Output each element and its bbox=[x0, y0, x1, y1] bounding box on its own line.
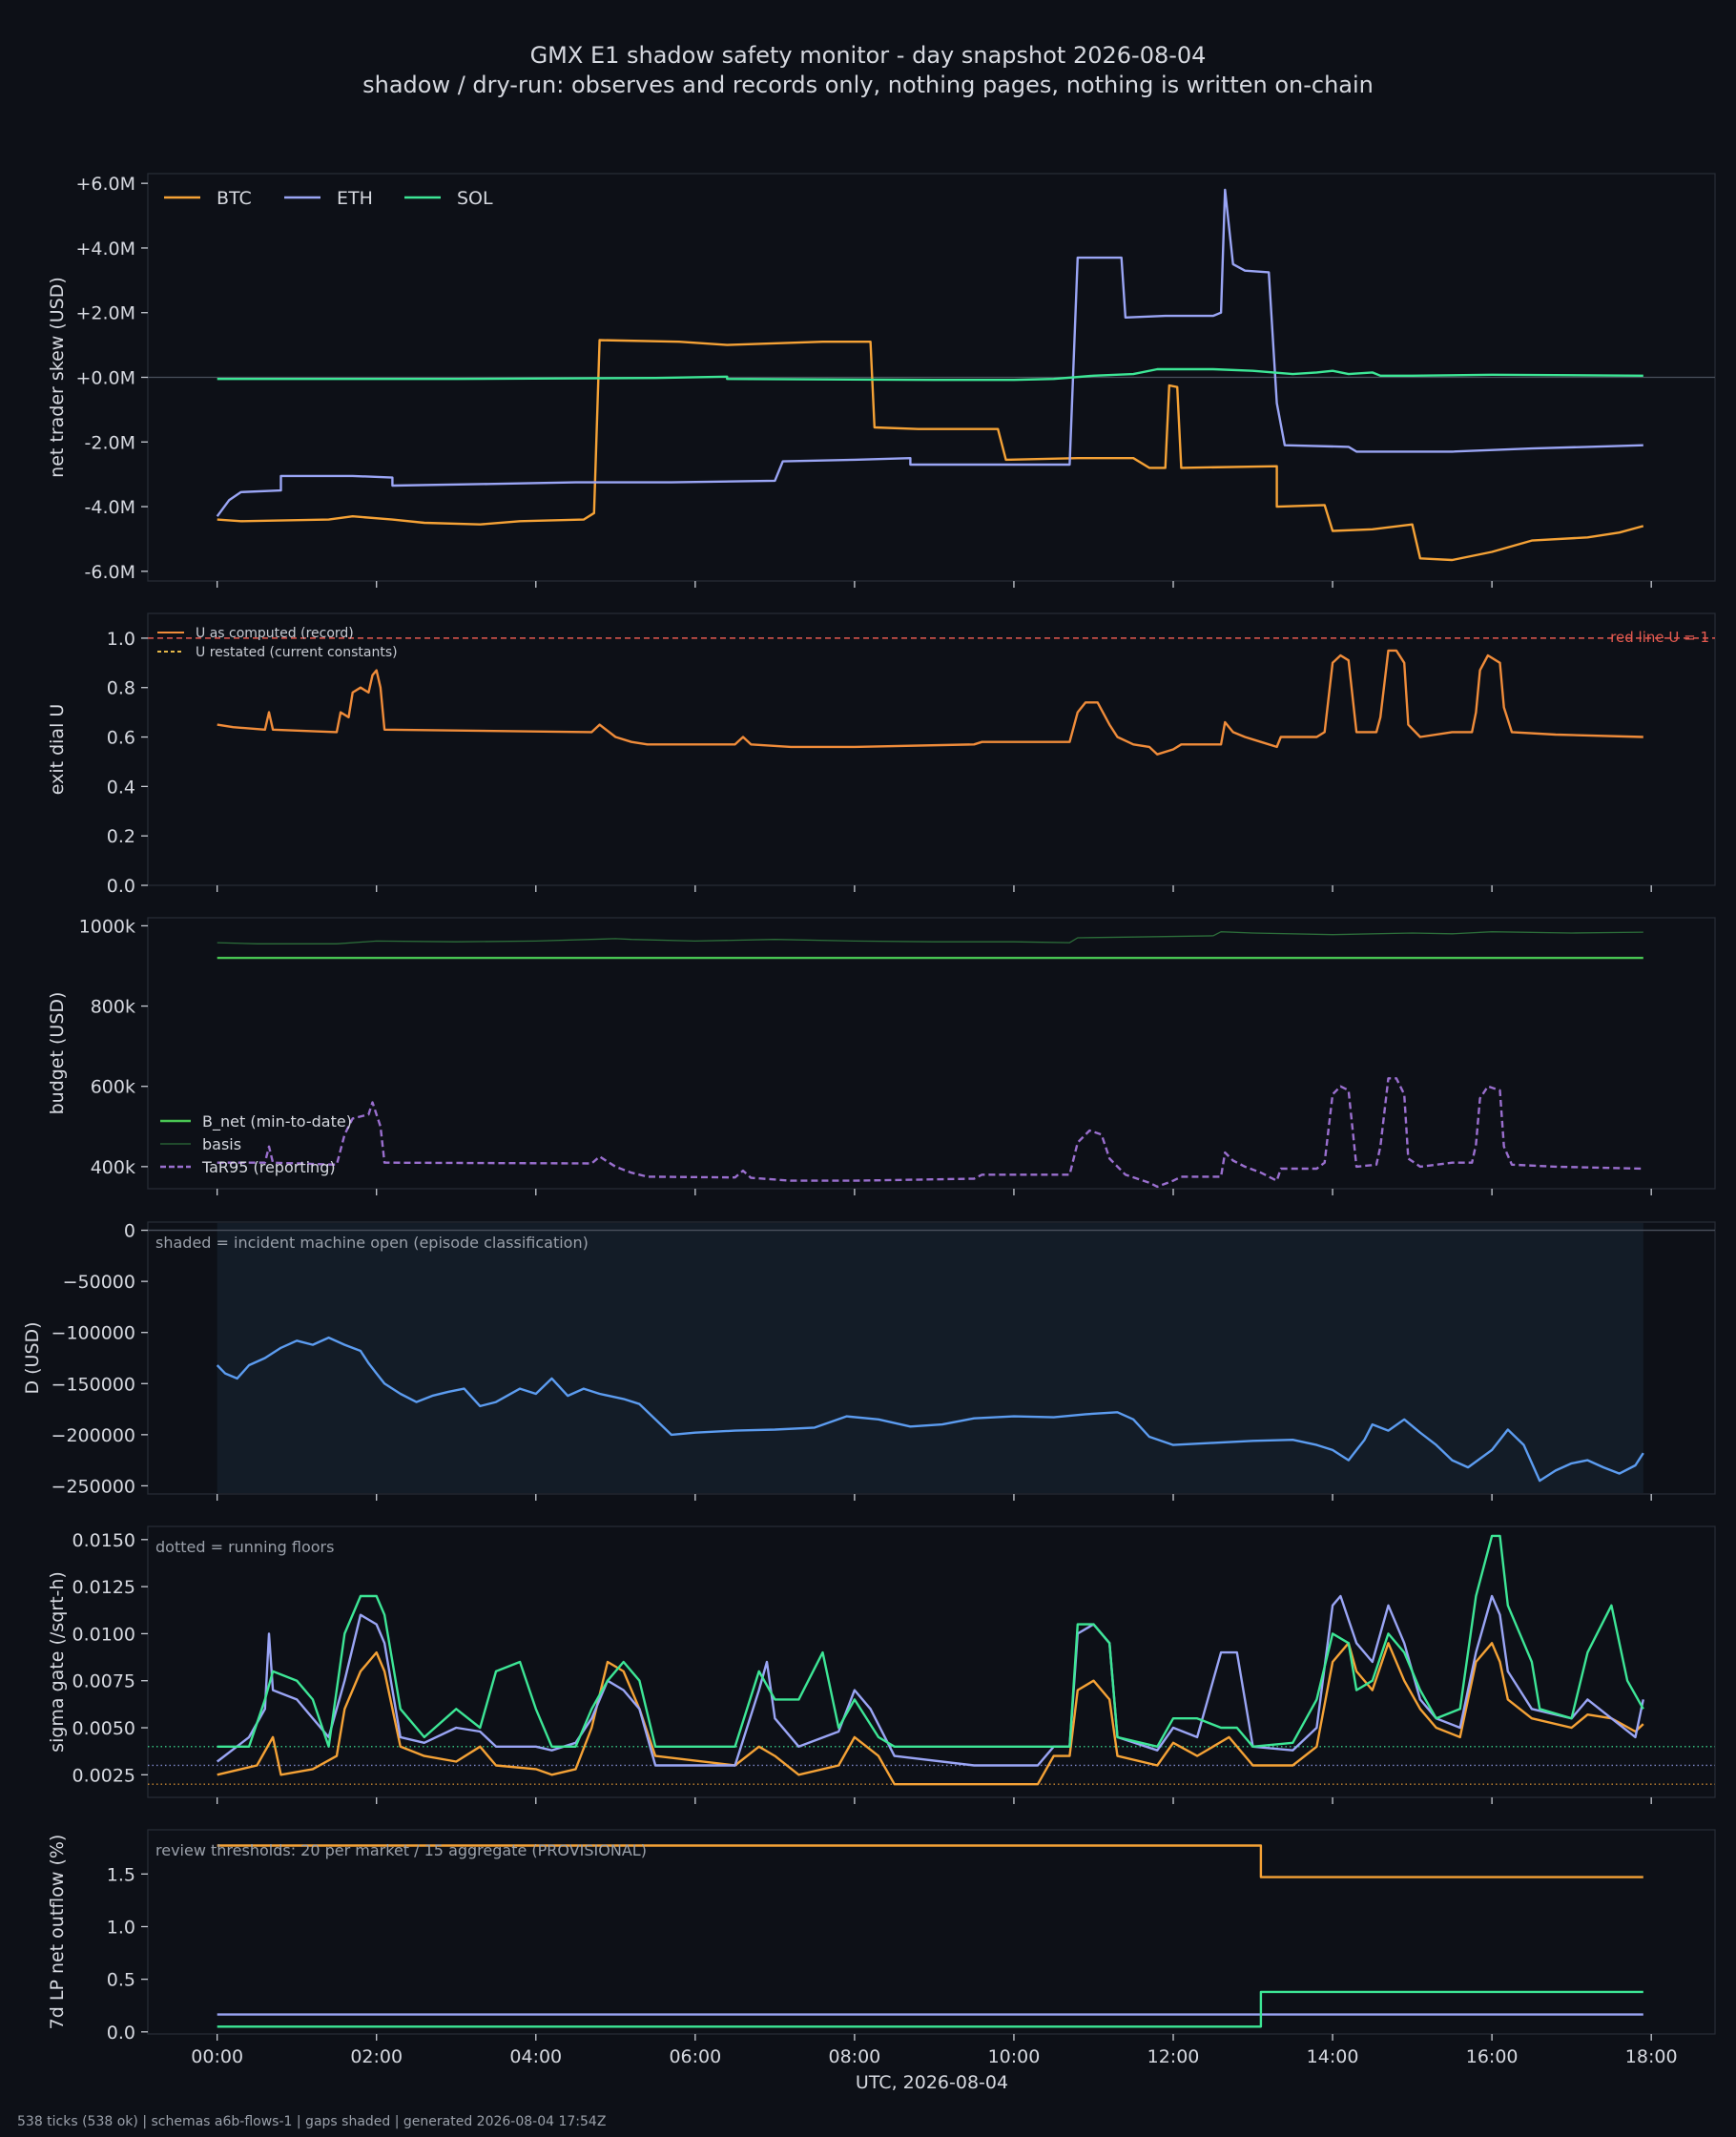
series-sol bbox=[217, 1534, 1644, 1748]
y-tick-label: −200000 bbox=[52, 1425, 135, 1446]
series-d bbox=[216, 1336, 1644, 1483]
y-tick-label: -4.0M bbox=[85, 497, 135, 518]
y-tick-label: -2.0M bbox=[85, 432, 135, 453]
series-btc bbox=[217, 339, 1644, 562]
x-tick-label: 06:00 bbox=[669, 2046, 721, 2067]
panel-lp: 1.5 1.0 0.5 0.0 7d LP net outflow (%) review … bbox=[47, 1829, 1716, 2067]
legend-label-u-as-computed-record: U as computed (record) bbox=[196, 626, 354, 641]
series-tar95-reporting bbox=[217, 1077, 1643, 1189]
x-tick-label: 02:00 bbox=[350, 2046, 403, 2067]
y-tick-label: 800k bbox=[91, 997, 135, 1018]
legend-label-btc: BTC bbox=[217, 188, 252, 209]
series-btc bbox=[217, 1844, 1643, 1878]
panel-annotation: review thresholds: 20 per market / 15 ag… bbox=[155, 1841, 647, 1859]
x-tick-label: 12:00 bbox=[1147, 2046, 1200, 2067]
x-tick-label: 16:00 bbox=[1466, 2046, 1519, 2067]
panel-frame bbox=[147, 612, 1716, 886]
y-tick-label: 0.8 bbox=[107, 678, 135, 699]
x-tick-label: 08:00 bbox=[829, 2046, 881, 2067]
y-tick-label: 0.5 bbox=[107, 1970, 135, 1991]
y-tick-label: +6.0M bbox=[75, 174, 135, 195]
y-tick-label: 0.0125 bbox=[72, 1577, 135, 1598]
panel-annotation: shaded = incident machine open (episode … bbox=[155, 1234, 589, 1252]
y-axis-label: D (USD) bbox=[22, 1321, 43, 1394]
panel-frame bbox=[147, 917, 1716, 1190]
y-tick-label: 0.0 bbox=[107, 876, 135, 897]
series-basis bbox=[217, 931, 1643, 944]
chart-subtitle: shadow / dry-run: observes and records o… bbox=[362, 72, 1374, 98]
incident-shade bbox=[217, 1223, 1643, 1493]
x-tick-label: 04:00 bbox=[509, 2046, 562, 2067]
legend-label-eth: ETH bbox=[337, 188, 373, 209]
y-axis-label: 7d LP net outflow (%) bbox=[47, 1835, 68, 2030]
y-tick-label: 0 bbox=[124, 1221, 135, 1242]
x-tick-label: 14:00 bbox=[1307, 2046, 1359, 2067]
y-tick-label: 0.4 bbox=[107, 777, 135, 798]
series-eth bbox=[216, 1594, 1644, 1767]
y-axis-label: net trader skew (USD) bbox=[47, 277, 68, 478]
y-tick-label: 1.5 bbox=[107, 1864, 135, 1885]
y-tick-label: 0.0025 bbox=[72, 1765, 135, 1786]
series-eth bbox=[216, 188, 1643, 517]
y-tick-label: 1000k bbox=[79, 916, 135, 937]
y-tick-label: +2.0M bbox=[75, 303, 135, 324]
legend-label-u-restated-current-constants: U restated (current constants) bbox=[196, 645, 398, 660]
y-tick-label: 0.0100 bbox=[72, 1624, 135, 1645]
series-u-as-computed-record bbox=[217, 649, 1643, 756]
y-tick-label: −150000 bbox=[52, 1374, 135, 1395]
panel-budget: 1000k 800k 600k 400k budget (USD) B_net (min-… bbox=[47, 916, 1716, 1195]
panel-frame bbox=[147, 1525, 1716, 1798]
chart-panels: +6.0M +4.0M +2.0M +0.0M -2.0M -4.0M -6.0M net t… bbox=[22, 173, 1716, 2067]
red-line-annotation: red line U = 1 bbox=[1610, 629, 1709, 646]
chart-title: GMX E1 shadow safety monitor - day snaps… bbox=[530, 42, 1207, 69]
y-tick-label: 0.0050 bbox=[72, 1718, 135, 1739]
x-tick-label: 00:00 bbox=[191, 2046, 243, 2067]
y-tick-label: 0.0150 bbox=[72, 1530, 135, 1551]
y-tick-label: −50000 bbox=[63, 1272, 135, 1293]
y-tick-label: 0.0 bbox=[107, 2023, 135, 2044]
panel-d: 0 −50000 −100000 −150000 −200000 −250000 D (US… bbox=[22, 1221, 1716, 1501]
x-axis-label: UTC, 2026-08-04 bbox=[856, 2072, 1008, 2093]
series-btc bbox=[217, 1642, 1644, 1786]
y-axis-label: budget (USD) bbox=[47, 992, 68, 1115]
y-axis-label: sigma gate (/sqrt-h) bbox=[47, 1571, 68, 1753]
panel-sigma: 0.0150 0.0125 0.0100 0.0075 0.0050 0.0025sigm… bbox=[47, 1525, 1716, 1804]
y-tick-label: −100000 bbox=[52, 1323, 135, 1344]
y-tick-label: 0.0075 bbox=[72, 1671, 135, 1692]
legend-label-sol: SOL bbox=[457, 188, 493, 209]
y-tick-label: +4.0M bbox=[75, 239, 135, 259]
y-tick-label: 600k bbox=[91, 1077, 135, 1098]
y-tick-label: -6.0M bbox=[85, 562, 135, 583]
y-tick-label: 0.6 bbox=[107, 728, 135, 749]
legend-label-tar95-reporting: TaR95 (reporting) bbox=[201, 1158, 336, 1176]
y-tick-label: −250000 bbox=[52, 1476, 135, 1497]
y-tick-label: +0.0M bbox=[75, 368, 135, 389]
series-sol bbox=[217, 1990, 1643, 2028]
y-tick-label: 0.2 bbox=[107, 826, 135, 847]
panel-skew: +6.0M +4.0M +2.0M +0.0M -2.0M -4.0M -6.0M net t… bbox=[47, 173, 1716, 588]
panel-annotation: dotted = running floors bbox=[155, 1538, 334, 1556]
panel-exit: 1.0 0.8 0.6 0.4 0.2 0.0 exit dial U red line U … bbox=[47, 612, 1716, 897]
y-axis-label: exit dial U bbox=[47, 704, 68, 796]
y-tick-label: 1.0 bbox=[107, 1917, 135, 1938]
y-tick-label: 400k bbox=[91, 1157, 135, 1178]
x-tick-label: 10:00 bbox=[988, 2046, 1041, 2067]
legend-label-basis: basis bbox=[202, 1135, 241, 1153]
x-tick-label: 18:00 bbox=[1625, 2046, 1678, 2067]
y-tick-label: 1.0 bbox=[107, 629, 135, 650]
series-sol bbox=[217, 367, 1643, 382]
legend-label-b-net-min-to-date: B_net (min-to-date) bbox=[202, 1112, 352, 1131]
footer-status: 538 ticks (538 ok) | schemas a6b-flows-1… bbox=[17, 2114, 606, 2129]
panel-frame bbox=[147, 1829, 1716, 2035]
